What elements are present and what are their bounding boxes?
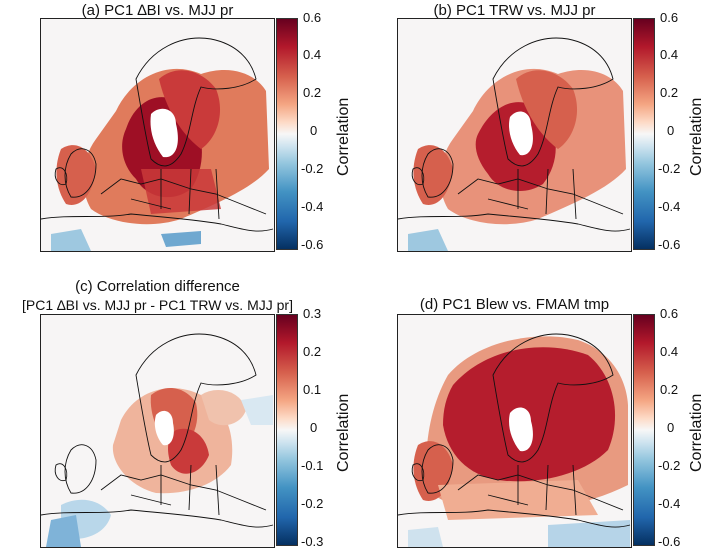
panel-c-map-svg (41, 333, 274, 547)
panel-b-colorbar-label: Correlation (688, 97, 705, 176)
panel-d-coastlines (398, 333, 631, 528)
panel-c-tick: -0.2 (301, 496, 324, 511)
panel-c-tick: -0.1 (301, 458, 324, 473)
panel-c-tick: 0.1 (303, 382, 322, 397)
panel-d-tick: -0.2 (658, 458, 681, 473)
panel-d-colorbar-gradient (633, 314, 655, 546)
panel-a-heatmap (51, 68, 269, 251)
panel-d-tick: 0.2 (660, 382, 679, 397)
panel-a-tick: 0.4 (303, 47, 322, 62)
panel-b-tick: -0.4 (658, 199, 681, 214)
panel-d-map-svg (398, 333, 631, 547)
panel-d-heatmap (408, 336, 630, 547)
panel-b-colorbar-gradient (633, 18, 655, 250)
panel-b-title: (b) PC1 TRW vs. MJJ pr (433, 2, 596, 19)
panel-a-tick: 0.6 (303, 10, 322, 25)
panel-a-tick: 0.2 (303, 85, 322, 100)
panel-a-map-svg (41, 37, 274, 251)
panel-c-title-line1: (c) Correlation difference (75, 278, 240, 295)
panel-c-colorbar-label: Correlation (335, 393, 352, 472)
panel-b-tick: -0.6 (658, 237, 681, 252)
panel-a-tick: 0 (310, 123, 318, 138)
panel-b-tick: 0 (667, 123, 675, 138)
panel-a-map[interactable] (40, 18, 275, 252)
panel-a-coastlines (41, 37, 274, 232)
panel-d-tick: -0.4 (658, 496, 681, 511)
panel-b-map[interactable] (397, 18, 632, 252)
panel-c-tick: -0.3 (301, 534, 324, 549)
panel-b-coastlines (398, 37, 631, 232)
panel-b-tick: -0.2 (658, 161, 681, 176)
panel-a-tick: -0.2 (301, 161, 324, 176)
panel-b-tick: 0.6 (660, 10, 679, 25)
panel-b-heatmap (408, 68, 626, 251)
panel-d-tick: 0.4 (660, 344, 679, 359)
panel-b-map-svg (398, 37, 631, 251)
panel-a-colorbar-label: Correlation (335, 97, 352, 176)
panel-d-colorbar-label: Correlation (688, 393, 705, 472)
panel-d-tick: -0.6 (658, 534, 681, 549)
panel-b-tick: 0.4 (660, 47, 679, 62)
panel-a-tick: -0.6 (301, 237, 324, 252)
panel-c-tick: 0.2 (303, 344, 322, 359)
panel-a-tick: -0.4 (301, 199, 324, 214)
panel-d-tick: 0 (667, 420, 675, 435)
panel-c-colorbar-gradient (276, 314, 298, 546)
panel-c-heatmap (46, 388, 273, 547)
panel-a-colorbar-gradient (276, 18, 298, 250)
panel-d-map[interactable] (397, 314, 632, 548)
panel-d-title: (d) PC1 Blew vs. FMAM tmp (419, 296, 610, 313)
panel-a-title: (a) PC1 ∆BI vs. MJJ pr (81, 2, 234, 19)
panel-c-tick: 0 (310, 420, 318, 435)
panel-c-coastlines (41, 333, 274, 528)
panel-d-tick: 0.6 (660, 306, 679, 321)
panel-c-title-line2: [PC1 ∆BI vs. MJJ pr - PC1 TRW vs. MJJ pr… (22, 297, 293, 313)
panel-c-map[interactable] (40, 314, 275, 548)
panel-c-tick: 0.3 (303, 306, 322, 321)
panel-b-tick: 0.2 (660, 85, 679, 100)
